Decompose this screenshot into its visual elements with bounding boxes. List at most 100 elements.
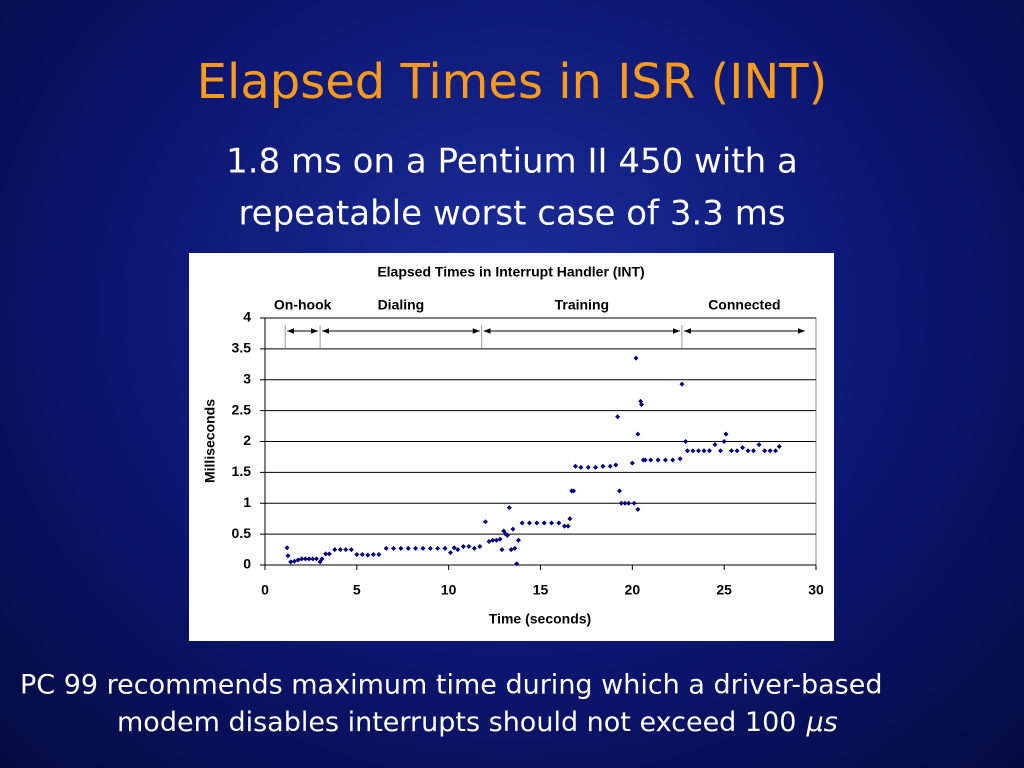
data-point — [631, 500, 637, 506]
data-point — [706, 448, 712, 454]
data-point — [684, 448, 690, 454]
data-point — [398, 545, 404, 551]
data-point — [567, 516, 573, 522]
y-tick-label: 1 — [243, 494, 251, 510]
data-point — [717, 448, 723, 454]
data-point — [607, 463, 613, 469]
data-point — [534, 520, 540, 526]
data-point — [635, 506, 641, 512]
y-axis-label: Milliseconds — [202, 399, 218, 483]
data-point — [565, 523, 571, 529]
x-tick-label: 25 — [716, 582, 732, 598]
data-point — [723, 431, 729, 437]
data-point — [326, 551, 332, 557]
data-point — [648, 457, 654, 463]
data-point — [670, 457, 676, 463]
data-point — [712, 442, 718, 448]
data-point — [633, 355, 639, 361]
data-point — [729, 448, 735, 454]
footer-unit: μs — [805, 707, 837, 738]
data-point — [578, 464, 584, 470]
data-point — [306, 556, 312, 562]
data-point — [512, 545, 518, 551]
data-point — [460, 543, 466, 549]
data-point — [635, 431, 641, 437]
data-point — [541, 520, 547, 526]
data-point — [365, 552, 371, 558]
data-point — [773, 448, 779, 454]
data-point — [721, 439, 727, 444]
y-tick-label: 0.5 — [232, 525, 252, 541]
data-point — [514, 561, 520, 567]
data-point — [376, 552, 382, 558]
subtitle: 1.8 ms on a Pentium II 450 with a — [226, 142, 798, 182]
phase-label: Connected — [708, 297, 780, 313]
data-point — [471, 545, 477, 551]
data-point — [618, 500, 624, 506]
data-point — [313, 556, 319, 562]
data-point — [354, 552, 360, 558]
data-point — [319, 556, 325, 562]
x-tick-label: 20 — [625, 582, 641, 598]
data-point — [482, 519, 488, 525]
subtitle: repeatable worst case of 3.3 ms — [238, 194, 785, 234]
footer: modem disables interrupts should not exc… — [117, 707, 838, 738]
phase-label: On-hook — [274, 297, 332, 313]
data-point — [448, 550, 454, 556]
data-point — [284, 545, 290, 551]
data-point — [420, 545, 426, 551]
data-point — [370, 552, 376, 558]
data-point — [734, 448, 740, 454]
data-point — [466, 543, 472, 549]
data-point — [762, 448, 768, 454]
data-point — [701, 448, 707, 454]
data-point — [323, 551, 329, 557]
data-point — [455, 547, 461, 553]
data-point — [571, 488, 577, 494]
data-point — [679, 381, 685, 387]
phase-label: Training — [555, 297, 609, 313]
data-point — [756, 442, 762, 448]
x-tick-label: 5 — [353, 582, 361, 598]
y-tick-label: 2.5 — [232, 401, 252, 417]
data-point — [751, 448, 757, 454]
data-point — [613, 462, 619, 468]
footer-text: modem disables interrupts should not exc… — [117, 707, 796, 738]
data-point — [655, 457, 661, 463]
data-point — [616, 488, 622, 494]
data-point — [348, 547, 354, 553]
data-point — [497, 536, 503, 542]
phase-label: Dialing — [378, 297, 425, 313]
data-point — [504, 532, 510, 538]
footer: PC 99 recommends maximum time during whi… — [20, 670, 882, 701]
data-point — [767, 448, 773, 454]
data-point — [359, 552, 365, 558]
data-point — [626, 500, 632, 506]
y-tick-label: 3 — [243, 370, 251, 386]
chart-title: Elapsed Times in Interrupt Handler (INT) — [377, 264, 644, 280]
data-point — [413, 545, 419, 551]
data-point — [515, 537, 521, 543]
data-point — [302, 556, 308, 562]
y-tick-label: 2 — [243, 432, 251, 448]
data-point — [337, 547, 343, 553]
data-point — [593, 464, 599, 470]
data-point — [332, 547, 338, 553]
data-point — [451, 545, 457, 551]
data-point — [285, 553, 291, 559]
data-point — [549, 520, 555, 526]
x-tick-label: 15 — [533, 582, 549, 598]
data-point — [662, 457, 668, 463]
data-point — [642, 457, 648, 463]
data-point — [690, 448, 696, 454]
data-point — [629, 460, 635, 466]
data-point — [435, 545, 441, 551]
data-point — [600, 463, 606, 469]
data-point — [442, 545, 448, 551]
y-tick-label: 3.5 — [232, 340, 252, 356]
data-point — [383, 545, 389, 551]
data-point — [615, 414, 621, 420]
data-point — [622, 500, 628, 506]
data-point — [683, 439, 689, 444]
